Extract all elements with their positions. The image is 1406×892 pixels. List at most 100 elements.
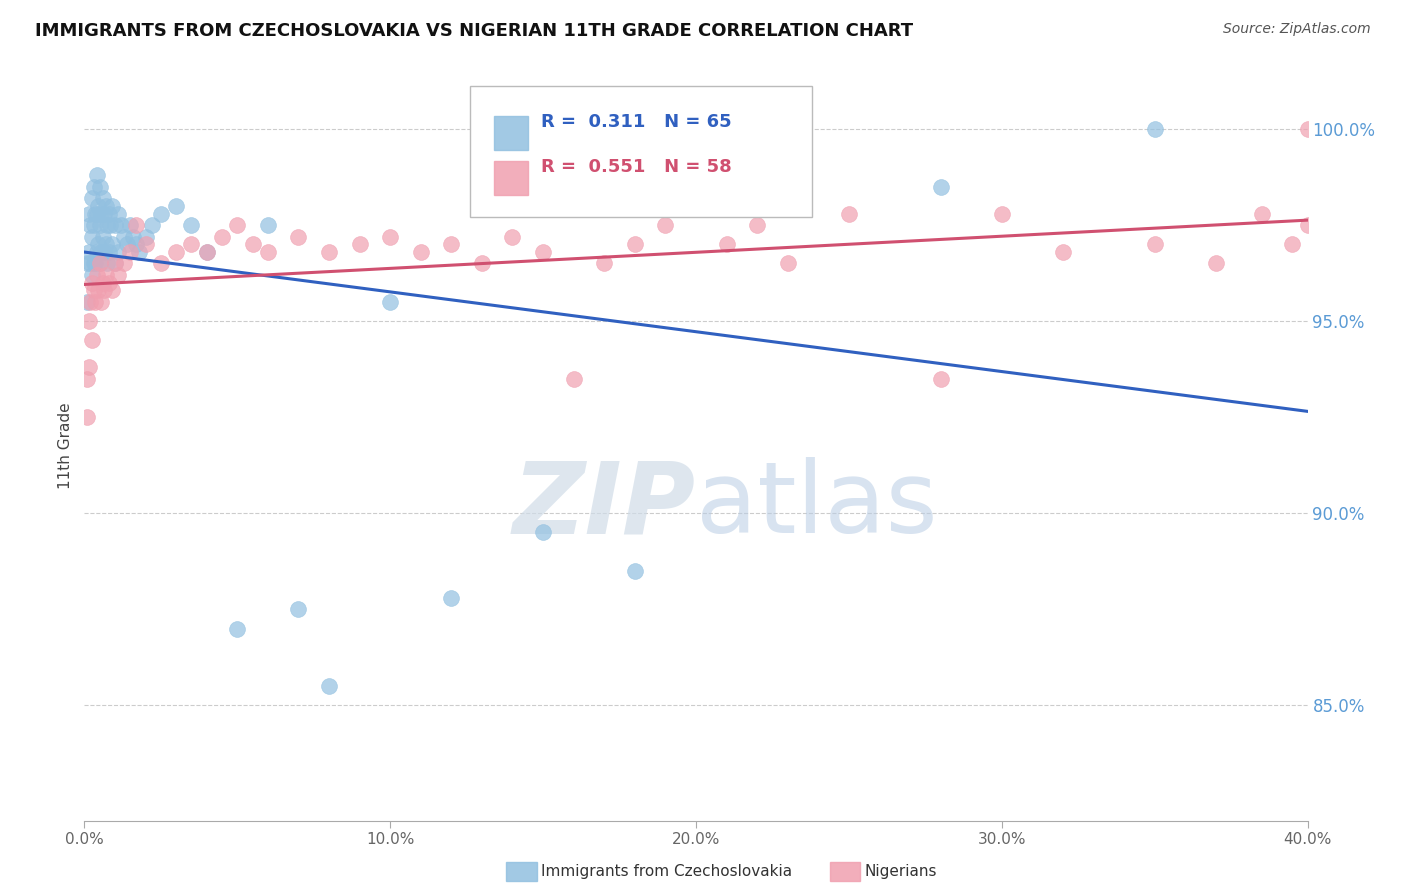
Point (531, 244, 554, 259)
Text: Source: ZipAtlas.com: Source: ZipAtlas.com (1223, 22, 1371, 37)
Point (101, 284, 124, 298)
Y-axis label: 11th Grade: 11th Grade (58, 402, 73, 490)
Point (104, 256, 127, 270)
Point (1281, 237, 1303, 252)
Point (120, 218, 142, 232)
Point (107, 268, 129, 282)
Point (97, 206, 120, 220)
Point (747, 199, 769, 213)
FancyBboxPatch shape (470, 87, 813, 218)
Point (90, 206, 112, 220)
Point (87, 237, 110, 252)
Point (380, 229, 402, 244)
Point (165, 244, 187, 259)
Point (1052, 244, 1074, 259)
Point (77, 244, 100, 259)
Point (101, 199, 124, 213)
Point (79, 294, 101, 309)
Point (86, 268, 108, 282)
Point (97, 244, 120, 259)
Text: atlas: atlas (696, 458, 938, 555)
Point (122, 229, 145, 244)
Point (502, 229, 524, 244)
Point (195, 244, 218, 259)
Point (80, 276, 103, 290)
Point (112, 256, 135, 270)
Point (624, 237, 647, 252)
Text: Immigrants from Czechoslovakia: Immigrants from Czechoslovakia (541, 864, 793, 879)
Point (141, 218, 163, 232)
Point (90, 244, 112, 259)
Point (211, 229, 233, 244)
Point (86, 244, 108, 259)
Point (96, 218, 118, 232)
Point (257, 218, 280, 232)
Point (77, 206, 100, 220)
Point (1205, 256, 1227, 270)
Text: Nigerians: Nigerians (865, 864, 938, 879)
Point (76, 294, 98, 309)
Point (287, 229, 309, 244)
Point (91, 191, 114, 205)
Point (165, 199, 187, 213)
Point (107, 244, 129, 259)
Point (89, 179, 111, 194)
Point (125, 237, 148, 252)
Point (89, 256, 111, 270)
Point (84, 294, 107, 309)
Point (97, 276, 120, 290)
Point (593, 256, 616, 270)
Point (96, 256, 118, 270)
Point (101, 237, 124, 252)
Point (1143, 122, 1166, 136)
Point (929, 372, 952, 386)
Point (125, 218, 148, 232)
Point (318, 679, 340, 693)
Point (562, 372, 585, 386)
Point (79, 218, 101, 232)
Text: ZIP: ZIP (513, 458, 696, 555)
Point (93, 244, 115, 259)
Point (112, 229, 135, 244)
Point (76, 372, 98, 386)
Text: R =  0.311   N = 65: R = 0.311 N = 65 (541, 113, 731, 131)
Point (89, 256, 111, 270)
Point (195, 244, 218, 259)
Point (747, 218, 769, 232)
Point (98, 218, 121, 232)
Point (929, 179, 952, 194)
Bar (494, 161, 529, 195)
Point (120, 244, 142, 259)
Point (149, 256, 172, 270)
Point (471, 256, 494, 270)
Point (76, 410, 98, 425)
Text: IMMIGRANTS FROM CZECHOSLOVAKIA VS NIGERIAN 11TH GRADE CORRELATION CHART: IMMIGRANTS FROM CZECHOSLOVAKIA VS NIGERI… (35, 22, 914, 40)
Point (77, 360, 100, 375)
Point (90, 294, 112, 309)
Point (440, 237, 463, 252)
Point (1250, 206, 1272, 220)
Point (135, 229, 157, 244)
Point (991, 206, 1014, 220)
Point (89, 218, 111, 232)
Point (76, 256, 98, 270)
Point (104, 256, 127, 270)
Point (716, 237, 738, 252)
Point (128, 244, 150, 259)
Point (84, 256, 107, 270)
Point (80, 268, 103, 282)
Point (80, 229, 103, 244)
Point (91, 276, 114, 290)
Point (287, 602, 309, 616)
Point (318, 244, 340, 259)
Point (86, 168, 108, 182)
Point (77, 314, 100, 328)
Point (349, 237, 371, 252)
Point (409, 244, 432, 259)
Point (84, 206, 107, 220)
Point (624, 564, 647, 578)
Point (226, 622, 249, 636)
Point (80, 334, 103, 348)
Point (94, 199, 117, 213)
Point (93, 284, 115, 298)
